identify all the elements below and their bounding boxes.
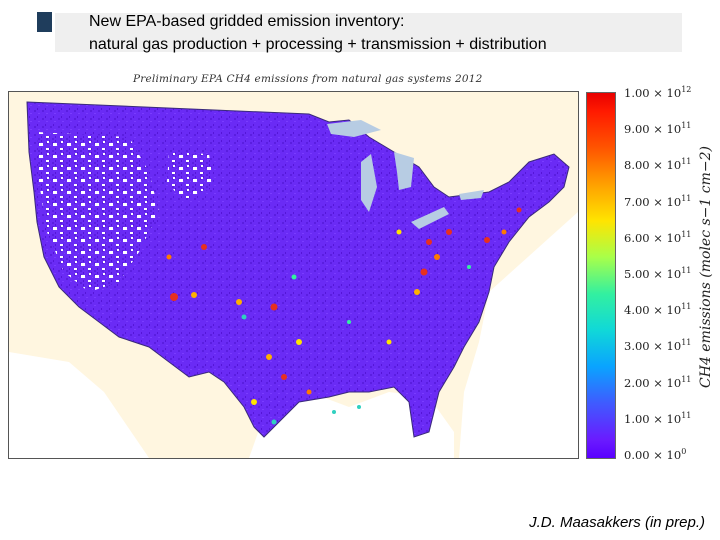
pacific-ocean <box>9 352 149 458</box>
slide-title-line2: natural gas production + processing + tr… <box>89 36 547 53</box>
colorbar-tick-label: 6.00 × 1011 <box>624 229 692 245</box>
colorbar-tick-label: 7.00 × 1011 <box>624 193 692 209</box>
lake-erie <box>411 207 449 229</box>
lake-ontario <box>459 190 484 200</box>
emission-hotspots <box>166 207 522 425</box>
atlantic-ocean <box>459 212 578 458</box>
colorbar <box>586 92 616 459</box>
colorbar-tick-label: 0.00 × 100 <box>624 447 687 462</box>
author-credit: J.D. Maasakkers (in prep.) <box>529 514 705 531</box>
colorbar-label: CH4 emissions (molec s−1 cm−2) <box>698 146 714 388</box>
map-svg <box>9 92 578 458</box>
colorbar-tick-label: 3.00 × 1011 <box>624 338 692 354</box>
title-bullet <box>37 12 52 32</box>
colorbar-tick-label: 9.00 × 1011 <box>624 121 692 137</box>
colorbar-tick-label: 2.00 × 1011 <box>624 374 692 390</box>
colorbar-tick-label: 1.00 × 1011 <box>624 410 692 426</box>
lake-superior <box>327 120 381 137</box>
figure-title: Preliminary EPA CH4 emissions from natur… <box>133 73 483 85</box>
colorbar-tick-label: 5.00 × 1011 <box>624 266 692 281</box>
title-background <box>55 13 682 52</box>
lake-michigan <box>361 154 377 212</box>
conus-region <box>26 101 570 438</box>
colorbar-tick-label: 4.00 × 1011 <box>624 302 692 318</box>
colorbar-tick-label: 8.00 × 1011 <box>624 157 692 173</box>
colorbar-tick-label: 1.00 × 1012 <box>624 85 692 100</box>
western-sparse-region <box>37 132 159 292</box>
mountain-sparse-region <box>167 152 214 202</box>
slide-title-line1: New EPA-based gridded emission inventory… <box>89 13 405 30</box>
lake-huron <box>394 152 414 190</box>
emission-map <box>8 91 579 459</box>
gulf-of-mexico <box>249 392 454 458</box>
